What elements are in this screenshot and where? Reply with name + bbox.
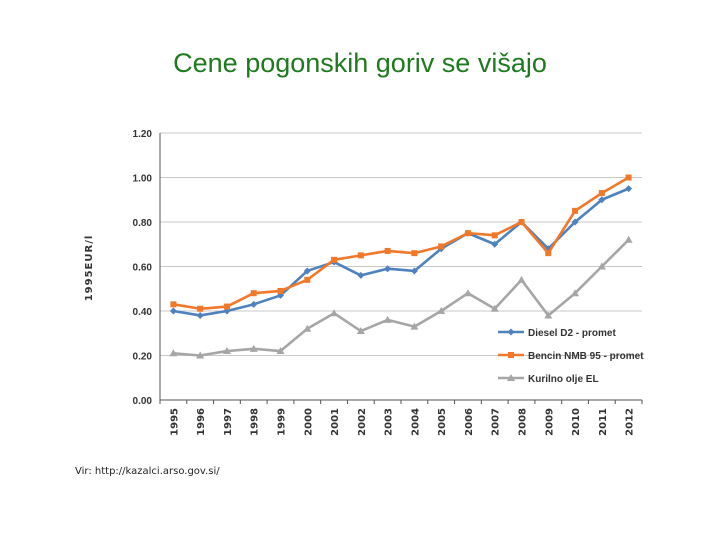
data-point bbox=[170, 301, 177, 308]
data-point bbox=[464, 230, 471, 237]
y-tick-label: 1.20 bbox=[133, 129, 153, 140]
data-point bbox=[463, 289, 472, 297]
data-point bbox=[169, 307, 177, 315]
legend-label: Diesel D2 - promet bbox=[528, 328, 616, 339]
x-tick-label: 2002 bbox=[357, 408, 368, 436]
x-tick-label: 1995 bbox=[169, 408, 180, 436]
y-tick-label: 0.00 bbox=[133, 396, 153, 407]
data-point bbox=[304, 276, 311, 283]
data-point bbox=[545, 250, 552, 257]
legend-label: Kurilno olje EL bbox=[528, 374, 599, 385]
source-citation: Vir: http://kazalci.arso.gov.si/ bbox=[75, 466, 220, 477]
data-point bbox=[303, 267, 311, 275]
axes bbox=[159, 133, 643, 404]
data-point bbox=[490, 304, 499, 312]
data-point bbox=[625, 185, 633, 193]
data-point bbox=[276, 347, 285, 355]
data-point bbox=[491, 232, 498, 239]
x-tick-label: 2010 bbox=[571, 408, 582, 436]
x-tick-label: 2000 bbox=[303, 408, 314, 436]
y-axis-label: 1995EUR/l bbox=[84, 235, 95, 302]
data-point bbox=[598, 190, 605, 197]
x-tick-label: 2003 bbox=[384, 408, 395, 436]
data-point bbox=[597, 262, 606, 270]
data-point bbox=[517, 275, 526, 283]
legend: Diesel D2 - promet Bencin NMB 95 - promet… bbox=[498, 328, 644, 385]
data-point bbox=[197, 305, 204, 312]
x-tick-label: 2001 bbox=[330, 408, 341, 436]
x-tick-label: 2008 bbox=[518, 408, 529, 436]
gridlines bbox=[160, 132, 642, 356]
y-tick-label: 0.40 bbox=[133, 307, 153, 318]
data-point bbox=[356, 327, 365, 335]
x-tick-label: 1999 bbox=[277, 408, 288, 436]
y-tick-labels: 0.00 0.20 0.40 0.60 0.80 1.00 1.20 bbox=[133, 129, 153, 407]
legend-marker bbox=[507, 374, 515, 381]
x-tick-label: 2006 bbox=[464, 408, 475, 436]
data-point bbox=[250, 290, 257, 297]
data-point bbox=[572, 207, 579, 214]
legend-marker bbox=[507, 328, 515, 336]
data-point bbox=[438, 243, 445, 250]
data-point bbox=[571, 218, 579, 226]
data-point bbox=[518, 219, 525, 225]
series-line bbox=[173, 176, 630, 311]
y-tick-label: 0.80 bbox=[133, 218, 153, 229]
data-point bbox=[357, 252, 364, 259]
legend-label: Bencin NMB 95 - promet bbox=[528, 351, 644, 362]
x-tick-label: 1996 bbox=[196, 408, 207, 436]
data-point bbox=[357, 271, 365, 279]
y-tick-label: 1.00 bbox=[133, 174, 153, 185]
data-point bbox=[303, 324, 312, 332]
fuel-price-line-chart: 0.000.200.400.600.801.001.20 1995 1996 199… bbox=[84, 129, 644, 436]
data-point bbox=[384, 265, 392, 273]
data-point bbox=[249, 344, 258, 352]
series-lines bbox=[169, 174, 633, 359]
data-point bbox=[384, 247, 391, 254]
data-point bbox=[169, 349, 178, 357]
data-point bbox=[196, 351, 205, 359]
y-tick-label: 0.20 bbox=[133, 352, 153, 363]
x-tick-label: 2009 bbox=[544, 408, 555, 436]
data-point bbox=[437, 307, 446, 314]
x-tick-label: 1998 bbox=[250, 408, 261, 436]
data-point bbox=[598, 196, 606, 204]
data-point bbox=[196, 311, 204, 319]
data-point bbox=[624, 235, 633, 243]
series-line bbox=[173, 238, 630, 357]
data-point bbox=[491, 240, 499, 248]
data-point bbox=[411, 250, 418, 257]
data-point bbox=[331, 256, 338, 263]
legend-marker bbox=[508, 352, 514, 358]
y-tick-label: 0.60 bbox=[133, 263, 153, 274]
x-tick-label: 1997 bbox=[223, 408, 234, 436]
data-point bbox=[544, 311, 553, 319]
data-point bbox=[383, 315, 392, 323]
x-tick-labels: 1995 1996 1997 1998 1999 2000 2001 2002 2003 2004… bbox=[169, 408, 635, 436]
data-point bbox=[625, 174, 632, 181]
data-point bbox=[571, 289, 580, 297]
data-point bbox=[410, 322, 419, 330]
x-tick-label: 2011 bbox=[598, 408, 609, 436]
data-point bbox=[223, 303, 230, 310]
data-point bbox=[222, 347, 231, 355]
x-tick-label: 2012 bbox=[625, 408, 636, 436]
slide-title: Cene pogonskih goriv se višajo bbox=[173, 48, 547, 78]
data-point bbox=[277, 287, 284, 294]
data-point bbox=[277, 291, 284, 299]
data-point bbox=[410, 267, 418, 275]
data-point bbox=[330, 309, 339, 317]
x-tick-label: 2007 bbox=[491, 408, 502, 436]
data-point bbox=[250, 300, 258, 308]
x-tick-label: 2004 bbox=[410, 408, 421, 436]
x-tick-label: 2005 bbox=[437, 408, 448, 436]
